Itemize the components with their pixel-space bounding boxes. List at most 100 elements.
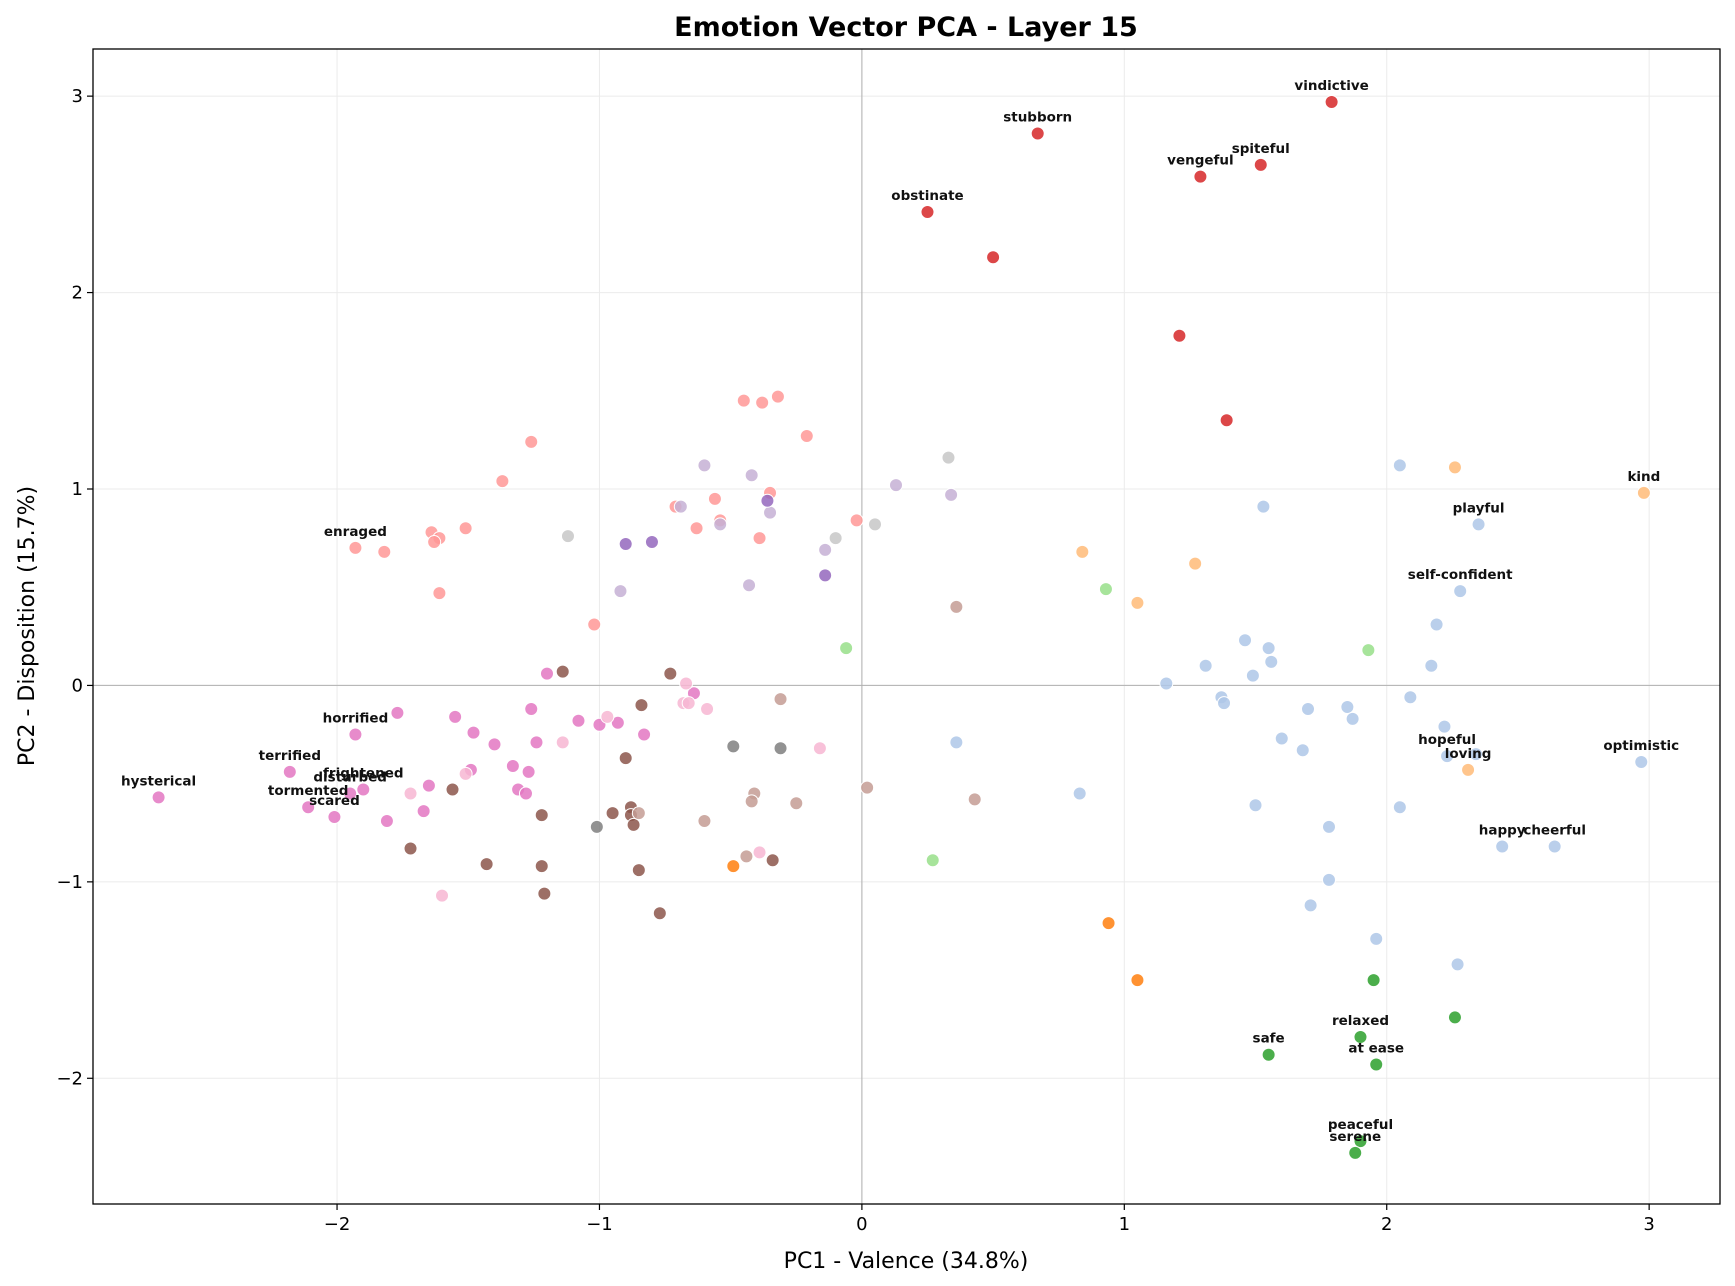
data-point — [1219, 413, 1234, 428]
data-point — [663, 666, 678, 681]
point-label: vengeful — [1167, 153, 1234, 169]
data-point — [726, 739, 741, 754]
data-point — [587, 617, 602, 632]
data-point — [1361, 643, 1376, 658]
data-point — [1453, 584, 1468, 599]
data-point — [505, 758, 520, 773]
data-point — [763, 505, 778, 520]
data-point — [689, 521, 704, 536]
data-point — [1198, 658, 1213, 673]
data-point — [1424, 658, 1439, 673]
data-point — [301, 800, 316, 815]
data-point — [1345, 711, 1360, 726]
data-point — [849, 513, 864, 528]
point-label: terrified — [259, 748, 321, 764]
data-point — [1256, 499, 1271, 514]
data-point — [479, 857, 494, 872]
data-point — [1172, 328, 1187, 343]
data-point — [348, 540, 363, 555]
data-point — [618, 751, 633, 766]
data-point — [920, 205, 935, 220]
data-point — [1188, 556, 1203, 571]
data-point — [944, 487, 959, 502]
data-point — [1159, 676, 1174, 691]
data-point — [1634, 755, 1649, 770]
data-point — [839, 641, 854, 656]
data-point — [868, 517, 883, 532]
data-point — [1072, 786, 1087, 801]
data-point — [1248, 798, 1263, 813]
point-label: happy — [1479, 823, 1526, 839]
data-point — [1075, 544, 1090, 559]
data-point — [539, 666, 554, 681]
y-tick-label: 2 — [72, 283, 83, 304]
point-label: relaxed — [1332, 1013, 1389, 1029]
data-point — [644, 535, 659, 550]
data-point — [773, 741, 788, 756]
x-tick-label: −1 — [586, 1214, 613, 1235]
data-points — [151, 95, 1651, 1160]
data-point — [967, 792, 982, 807]
zero-lines — [93, 49, 1720, 1204]
data-point — [1130, 595, 1145, 610]
data-point — [707, 491, 722, 506]
data-point — [1264, 654, 1279, 669]
data-point — [403, 841, 418, 856]
data-point — [1547, 839, 1562, 854]
x-axis-ticks: −2 −1 0 1 2 3 — [324, 1204, 1655, 1235]
data-point — [495, 474, 510, 489]
data-point — [403, 786, 418, 801]
data-point — [736, 393, 751, 408]
data-point — [828, 531, 843, 546]
data-point — [1369, 1057, 1384, 1072]
y-tick-label: 0 — [72, 675, 83, 696]
data-point — [1468, 747, 1483, 762]
data-point — [631, 863, 646, 878]
data-point — [1461, 762, 1476, 777]
data-point — [1130, 973, 1145, 988]
data-point — [435, 888, 450, 903]
data-point — [818, 542, 833, 557]
data-point — [652, 906, 667, 921]
data-point — [1101, 916, 1116, 931]
data-point — [742, 578, 757, 593]
point-label: stubborn — [1003, 109, 1072, 125]
data-point — [1392, 800, 1407, 815]
x-tick-label: 3 — [1643, 1214, 1654, 1235]
point-label: tormented — [268, 783, 349, 799]
data-point — [697, 813, 712, 828]
data-point — [770, 389, 785, 404]
x-tick-label: −2 — [324, 1214, 351, 1235]
data-point — [1301, 702, 1316, 716]
point-label: safe — [1253, 1031, 1285, 1047]
data-point — [1447, 1010, 1462, 1025]
data-point — [1321, 819, 1336, 834]
data-point — [1303, 898, 1318, 913]
data-point — [726, 859, 741, 874]
data-point — [377, 544, 392, 559]
data-point — [589, 819, 604, 834]
data-point — [555, 735, 570, 750]
data-point — [1324, 95, 1339, 110]
data-point — [560, 529, 575, 544]
point-label: hysterical — [121, 773, 196, 789]
data-point — [744, 468, 759, 483]
data-point — [1403, 690, 1418, 705]
data-point — [348, 727, 363, 742]
point-label: optimistic — [1603, 738, 1679, 754]
plot-frame — [92, 48, 1721, 1205]
data-point — [679, 676, 694, 691]
data-point — [610, 715, 625, 730]
data-point — [700, 702, 715, 716]
point-label: cheerful — [1523, 823, 1586, 839]
data-point — [282, 764, 297, 779]
data-point — [1321, 872, 1336, 887]
data-point — [755, 395, 770, 410]
data-point — [1450, 957, 1465, 972]
data-point — [445, 782, 460, 797]
data-point — [1245, 668, 1260, 683]
data-point — [605, 806, 620, 821]
data-point — [151, 790, 166, 805]
data-point — [1437, 719, 1452, 734]
